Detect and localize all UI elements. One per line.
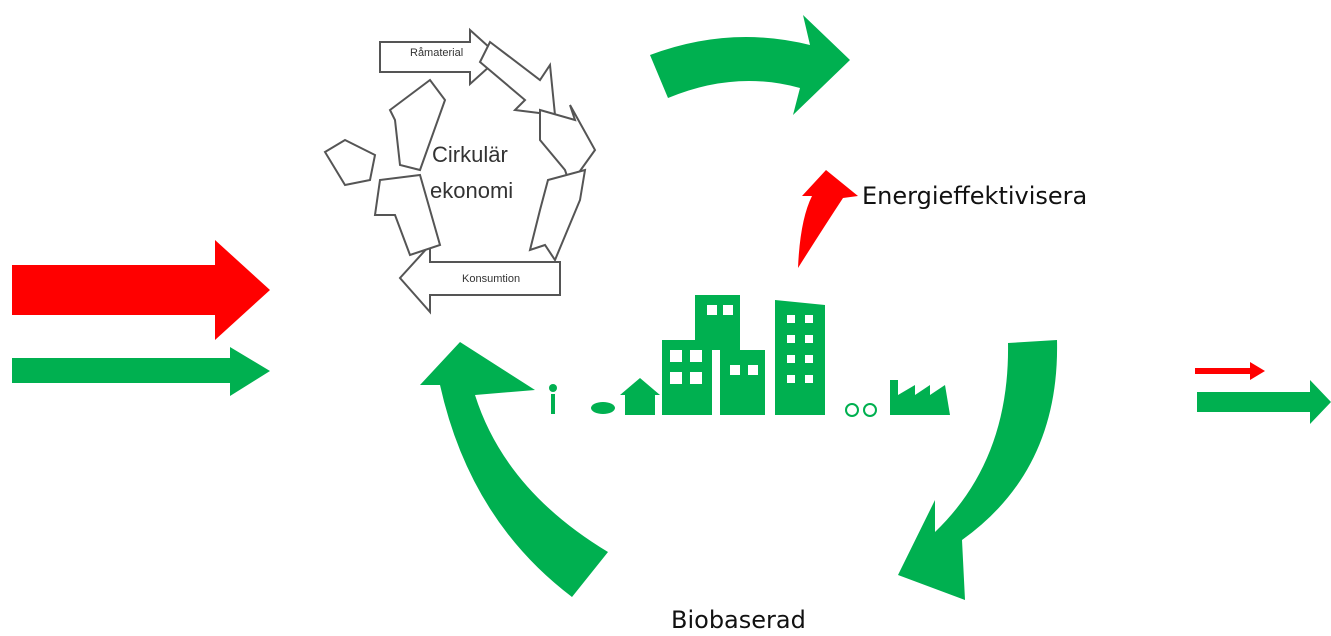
cycle-step: Råmaterial [410,47,463,59]
energy-label: Energieffektivisera [862,182,1087,210]
cycle-title: Cirkulär [432,142,508,167]
right-cycle-arrow [898,340,1057,600]
energy-arrow [798,170,858,268]
bio-label: Biobaserad [671,606,806,634]
red-outflow-arrow [1195,362,1265,380]
green-outflow-arrow [1197,380,1331,424]
city-icons [549,295,950,416]
red-inflow-arrow [12,240,270,340]
green-inflow-arrow [12,347,270,396]
left-cycle-arrow [420,342,608,597]
circular-economy-graphic [325,30,595,312]
page: {"labels": {"energy": "Energieffektivise… [0,0,1331,636]
top-cycle-arrow [650,15,850,115]
cycle-title: ekonomi [430,178,513,203]
cycle-step: Konsumtion [462,273,520,285]
diagram: Råmaterial Konsumtion Cirkulär ekonomi E… [0,0,1331,636]
